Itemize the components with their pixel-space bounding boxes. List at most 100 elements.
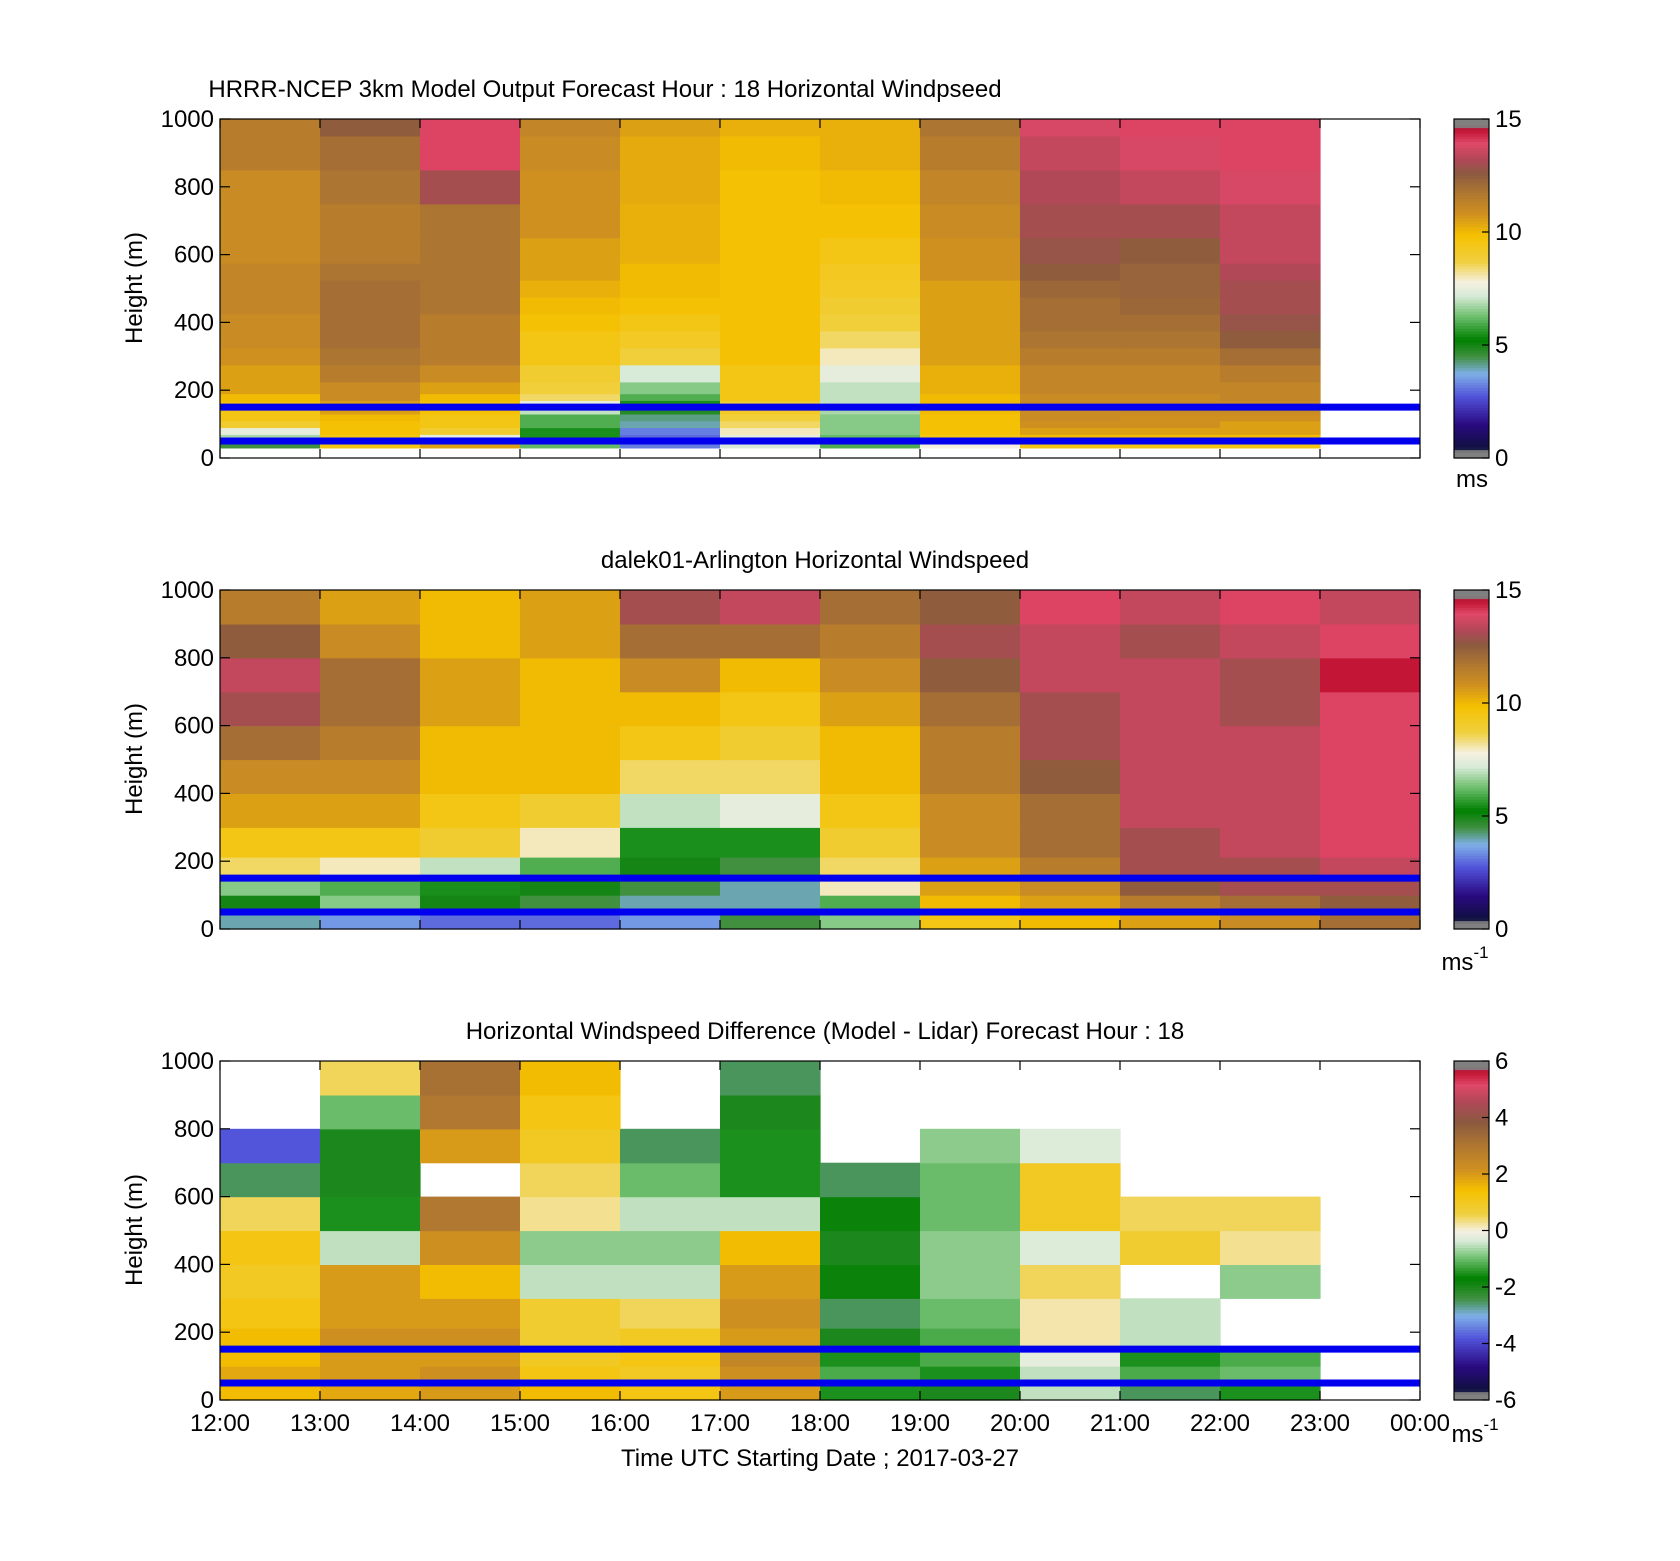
heatmap-cell [1020,407,1121,415]
heatmap-cell [820,1383,921,1401]
colorbar-segment [1454,1385,1489,1390]
colorbar-segment [1454,1154,1489,1158]
colorbar-segment [1454,296,1489,301]
heatmap-cell [320,313,421,332]
heatmap-cell [1320,878,1421,896]
colorbar-segment [1454,294,1489,298]
colorbar-segment [1454,1397,1489,1401]
colorbar-segment [1454,325,1489,329]
x-tick-label: 12:00 [190,1410,250,1437]
heatmap-cell [820,381,921,395]
heatmap-cell [820,1298,921,1329]
heatmap-cell [320,237,421,264]
heatmap-cell [1120,413,1221,422]
colorbar-segment [1454,367,1489,372]
colorbar-segment [1454,1329,1489,1333]
heatmap-cell [620,1383,721,1401]
heatmap-cell [420,878,521,896]
heatmap-cell [720,119,821,137]
heatmap-cell [220,169,321,205]
heatmap-cell [620,119,721,137]
heatmap-cell [420,135,521,171]
colorbar-segment [1454,1182,1489,1186]
heatmap-cell [1320,623,1421,659]
heatmap-cell [1220,297,1321,315]
heatmap-cell [320,725,421,761]
colorbar-segment [1454,1174,1489,1178]
heatmap-cell [1020,857,1121,879]
heatmap-cell [1220,827,1321,858]
colorbar-segment [1454,711,1489,715]
heatmap-cell [820,263,921,281]
heatmap-cell [220,623,321,659]
heatmap-cell [620,759,721,794]
heatmap-cell [1120,381,1221,395]
colorbar-segment [1454,677,1489,682]
heatmap-cell [320,1061,421,1096]
colorbar-segment [1454,1168,1489,1172]
heatmap-cell [1220,1383,1321,1401]
colorbar-segment [1454,1244,1489,1249]
colorbar-segment [1454,703,1489,707]
heatmap-cell [620,135,721,171]
colorbar-segment [1454,1151,1489,1155]
heatmap-cell [720,878,821,896]
colorbar-segment [1454,426,1489,431]
heatmap-cell [720,330,821,349]
heatmap-cell [720,827,821,858]
heatmap-cell [1020,1349,1121,1367]
heatmap-cell [320,427,421,435]
heatmap-cell [920,827,1021,858]
heatmap-cell [520,590,621,625]
heatmap-cell [1120,857,1221,879]
colorbar-segment [1454,1241,1489,1246]
colorbar-segment [1454,1190,1489,1195]
colorbar-segment [1454,1125,1489,1130]
colorbar-segment [1454,844,1489,848]
colorbar-segment [1454,920,1489,924]
colorbar-segment [1454,152,1489,157]
colorbar-segment [1454,1250,1489,1254]
heatmap-cell [720,1349,821,1367]
heatmap-cell [420,119,521,137]
heatmap-cell [520,912,621,930]
heatmap-cell [220,857,321,879]
colorbar-tick-label: 2 [1495,1161,1508,1188]
colorbar-segment [1454,1340,1489,1345]
heatmap-cell [920,1230,1021,1265]
colorbar-segment [1454,767,1489,772]
heatmap-cell [820,169,921,205]
heatmap-cell [1020,119,1121,137]
heatmap-cell [620,1196,721,1232]
y-tick-label: 400 [174,780,214,807]
heatmap-cell [420,263,521,281]
colorbar-segment [1454,441,1489,445]
colorbar-segment [1454,141,1489,146]
heatmap-cell [420,313,521,332]
heatmap-cell [520,1264,621,1299]
heatmap-cell [220,297,321,315]
colorbar-segment [1454,345,1489,349]
colorbar-segment [1454,282,1489,287]
heatmap-cell [1320,691,1421,727]
colorbar-segment [1454,1332,1489,1336]
heatmap-cell [520,895,621,913]
heatmap-cell [520,623,621,659]
colorbar-segment [1454,1097,1489,1102]
heatmap-cell [320,441,421,449]
heatmap-cell [720,263,821,281]
heatmap-cell [620,427,721,435]
colorbar-segment [1454,1148,1489,1153]
heatmap-cell [420,793,521,828]
heatmap-cell [220,407,321,415]
y-tick-label: 400 [174,309,214,336]
colorbar-segment [1454,926,1489,930]
heatmap-cell [1220,793,1321,828]
colorbar-segment [1454,609,1489,614]
heatmap-cell [1220,590,1321,625]
colorbar-segment [1454,1374,1489,1379]
colorbar-segment [1454,1219,1489,1223]
colorbar-segment [1454,1351,1489,1356]
colorbar-segment [1454,1106,1489,1110]
